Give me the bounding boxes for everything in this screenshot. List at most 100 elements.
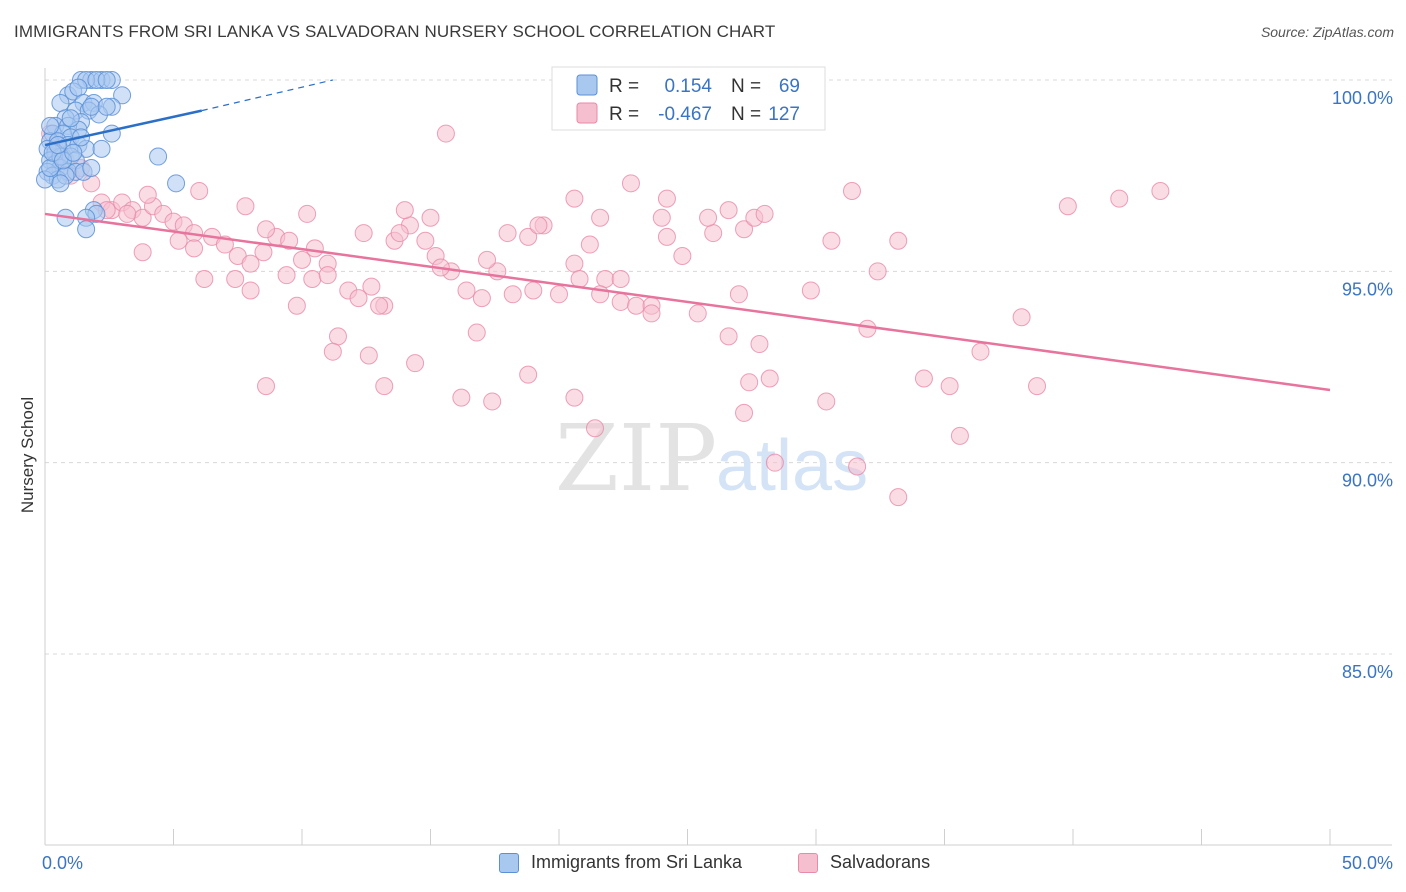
salvadorans-point [133, 243, 152, 262]
salvadorans-point [287, 296, 306, 315]
salvadorans-point [298, 204, 317, 223]
salvadorans-point [1058, 197, 1077, 216]
salvadorans-point [529, 216, 548, 235]
legend-r-value-1: 0.154 [664, 76, 712, 97]
salvadorans-point [254, 243, 273, 262]
x-tick-label-0: 0.0% [42, 853, 83, 873]
salvadorans-point [719, 327, 738, 346]
salvadorans-point [226, 269, 245, 288]
salvadorans-point [889, 488, 908, 507]
salvadorans-point [236, 197, 255, 216]
gridlines [45, 79, 1392, 655]
salvadorans-point [1151, 181, 1170, 200]
bottom-legend-label-salvadorans: Salvadorans [830, 852, 931, 872]
salvadorans-point [303, 269, 322, 288]
y-tick-label-85: 85.0% [1342, 662, 1393, 682]
tick-labels: 85.0% 90.0% 95.0% 100.0% 0.0% 50.0% [42, 88, 1393, 873]
salvadorans-point [621, 174, 640, 193]
salvadorans-point [293, 250, 311, 269]
salvadorans-point [971, 342, 990, 361]
sri-lanka-point [167, 174, 186, 193]
salvadorans-point [305, 239, 324, 258]
y-tick-label-95: 95.0% [1342, 279, 1393, 299]
legend-r-label-1: R = [609, 76, 639, 97]
salvadorans-point [735, 220, 754, 239]
salvadorans-point [362, 277, 381, 296]
legend-swatch-salvadorans [576, 102, 598, 124]
salvadorans-point [190, 181, 209, 200]
watermark-atlas: atlas [716, 426, 868, 506]
salvadorans-point [185, 239, 204, 258]
salvadorans-point [858, 319, 877, 338]
salvadorans-point [195, 269, 214, 288]
sri-lanka-point [149, 147, 168, 166]
salvadorans-point [750, 335, 769, 354]
salvadorans-point [688, 304, 707, 323]
salvadorans-point [817, 392, 836, 411]
salvadorans-point [755, 204, 774, 223]
bottom-legend-swatch-sri-lanka [499, 852, 519, 873]
salvadorans-point [596, 269, 615, 288]
sri-lanka-point [113, 86, 132, 105]
salvadorans-point [914, 369, 933, 388]
salvadorans-point [280, 231, 299, 250]
salvadorans-point [375, 377, 394, 396]
salvadorans-point [416, 231, 435, 250]
salvadorans-point [519, 227, 538, 246]
salvadorans-point [565, 388, 584, 407]
salvadorans-point [318, 266, 337, 285]
bottom-legend-swatch-salvadorans [798, 852, 818, 873]
salvadorans-point [652, 208, 671, 227]
salvadorans-point [370, 296, 389, 315]
salvadorans-point [1110, 189, 1129, 208]
salvadorans-point [735, 403, 754, 422]
sri-lanka-point [64, 143, 83, 162]
salvadorans-point [359, 346, 378, 365]
salvadorans-point [740, 373, 759, 392]
salvadorans-point [138, 185, 157, 204]
salvadorans-point [719, 201, 738, 220]
salvadorans-point [467, 323, 486, 342]
y-tick-label-100: 100.0% [1332, 88, 1393, 108]
salvadorans-point [611, 292, 630, 311]
legend-r-value-2: -0.467 [658, 104, 712, 125]
sri-lanka-trend-line [44, 109, 203, 147]
legend-swatch-sri-lanka [576, 74, 598, 96]
salvadorans-point [801, 281, 820, 300]
salvadorans-point [950, 426, 969, 445]
sri-lanka-point [51, 93, 70, 112]
salvadorans-point [241, 281, 260, 300]
y-tick-label-90: 90.0% [1342, 471, 1393, 491]
sri-lanka-point [51, 174, 70, 193]
salvadorans-point [585, 419, 604, 438]
salvadorans-point [323, 342, 342, 361]
sri-lanka-point [97, 97, 116, 116]
salvadorans-point [565, 189, 584, 208]
legend-n-label-2: N = [731, 104, 761, 125]
salvadorans-point [498, 224, 517, 243]
chart-title: IMMIGRANTS FROM SRI LANKA VS SALVADORAN … [14, 22, 776, 41]
salvadorans-point [328, 327, 347, 346]
sri-lanka-point [97, 71, 116, 89]
sri-lanka-point [77, 220, 96, 239]
sri-lanka-point [41, 116, 60, 135]
salvadorans-point [478, 250, 497, 269]
sri-lanka-point [102, 124, 121, 143]
source-credit: Source: ZipAtlas.com [1260, 24, 1394, 40]
sri-lanka-point [92, 139, 111, 158]
salvadorans-point [765, 453, 784, 472]
salvadorans-point [452, 388, 471, 407]
salvadorans-point [565, 254, 584, 273]
salvadorans-point [642, 304, 661, 323]
sri-lanka-points [36, 71, 186, 239]
sri-lanka-point [61, 109, 80, 128]
salvadorans-point [436, 124, 455, 143]
legend-n-value-1: 69 [779, 76, 800, 97]
salvadorans-point [354, 224, 373, 243]
legend-n-label-1: N = [731, 76, 761, 97]
salvadorans-point [580, 235, 599, 254]
salvadorans-point [421, 208, 440, 227]
salvadorans-point [550, 285, 568, 304]
salvadorans-point [277, 266, 296, 285]
